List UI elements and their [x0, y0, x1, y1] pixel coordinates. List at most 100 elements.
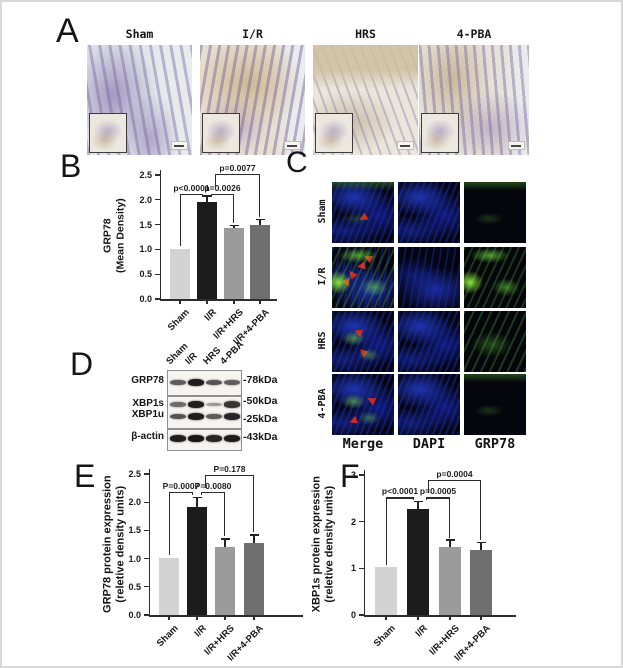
x-axis-line — [159, 299, 277, 301]
fluor-dapi-4pba — [398, 374, 460, 435]
y-tick-mark — [143, 558, 149, 560]
x-tick-mark — [417, 617, 419, 620]
y-tick-mark — [358, 567, 364, 569]
blot-band-xbp1s-HRS — [206, 402, 222, 407]
sig-bracket-bar — [211, 193, 234, 196]
y-tick-label: 2.5 — [128, 469, 141, 479]
sig-bracket-bar — [386, 497, 414, 499]
ihc-image-sham — [87, 45, 192, 155]
x-axis-line — [148, 615, 303, 617]
y-tick-label: 0.0 — [128, 610, 141, 620]
bar-sham — [159, 558, 179, 615]
ihc-image-ir — [200, 45, 305, 155]
bar-i-r-hrs — [215, 547, 235, 615]
c-row-label-4pba: 4-PBA — [317, 388, 328, 419]
y-tick-label: 1.5 — [139, 219, 152, 230]
bar-i-r-4-pba — [470, 549, 492, 615]
y-tick-mark — [154, 224, 160, 226]
fluor-merge-4pba — [332, 374, 394, 435]
bar-i-r-hrs — [439, 547, 461, 615]
error-bar-line — [233, 225, 235, 229]
c-col-label-merge: Merge — [342, 436, 384, 452]
y-tick-mark — [143, 614, 149, 616]
sig-bracket-drop — [169, 492, 171, 556]
blot-band-xbp1s-4-PBA — [224, 401, 240, 408]
blot-band-actin-HRS — [206, 435, 222, 442]
blot-band-xbp1u-Sham — [170, 413, 186, 420]
group-label-hrs: HRS — [355, 27, 376, 41]
y-tick-label: 2.0 — [128, 497, 141, 508]
sig-bracket-drop — [191, 492, 193, 496]
error-bar-cap — [413, 500, 423, 503]
y-tick-mark — [143, 473, 149, 475]
y-tick-label: 3 — [350, 470, 356, 480]
fluor-grp78-sham — [464, 182, 526, 243]
error-bar-cap — [255, 218, 265, 221]
chart-grp78-mean-density: 0.0 0.5 1.0 1.5 2.0 2.5 Sham I/R I/R+HRS I/R+4-PB… — [97, 154, 297, 349]
blot-band-actin-I/R — [188, 435, 204, 442]
ihc-image-4pba — [419, 45, 529, 155]
y-tick-label: 0.0 — [139, 294, 152, 304]
scale-bar — [284, 141, 301, 150]
p-value-label: P=0.0007 — [162, 481, 200, 492]
arrowhead-icon — [362, 252, 374, 264]
x-tick-mark — [385, 617, 387, 620]
y-tick-label: 1 — [350, 563, 356, 574]
mw-label-78: -78kDa — [243, 374, 278, 386]
blot-band-grp78-4-PBA — [224, 379, 240, 386]
blot-band-actin-Sham — [170, 435, 186, 442]
c-col-label-dapi: DAPI — [412, 436, 446, 452]
y-tick-label: 1.0 — [139, 244, 152, 255]
arrowhead-icon — [348, 415, 359, 426]
y-tick-mark — [143, 586, 149, 588]
sig-bracket-drop — [180, 193, 182, 247]
sig-bracket-drop — [201, 492, 203, 496]
sig-bracket-bar — [215, 174, 260, 176]
sig-bracket-drop — [232, 193, 234, 224]
sig-bracket-bar — [428, 479, 481, 481]
y-tick-mark — [358, 521, 364, 523]
y-tick-label: 1.5 — [128, 525, 141, 536]
y-tick-mark — [154, 273, 160, 275]
sig-bracket-drop — [205, 475, 207, 488]
group-label-sham: Sham — [125, 27, 154, 41]
p-value-label: P=0.178 — [213, 464, 246, 475]
sig-bracket-drop — [252, 475, 254, 533]
x-tick-mark — [233, 301, 235, 304]
y-tick-label: 1.0 — [128, 553, 141, 564]
error-bar-line — [196, 497, 198, 508]
sig-bracket-drop — [448, 497, 450, 538]
sig-bracket-drop — [223, 492, 225, 537]
error-bar-cap — [220, 538, 230, 540]
error-bar-line — [417, 501, 419, 509]
mw-label-43: -43kDa — [243, 431, 278, 443]
y-tick-label: 0 — [350, 610, 356, 620]
blot-band-actin-4-PBA — [224, 435, 240, 442]
p-value-label: p=0.0004 — [436, 468, 473, 479]
panel-d-letter: D — [70, 346, 94, 382]
blot-bactin — [167, 429, 242, 451]
y-tick-label: 2.0 — [139, 194, 152, 205]
p-value-label: p<0.0001 — [173, 182, 210, 193]
sig-bracket-drop — [386, 497, 388, 566]
error-bar-line — [449, 539, 451, 548]
blot-band-xbp1s-Sham — [170, 402, 186, 407]
bar-i-r-hrs — [224, 228, 244, 299]
blot-xbp1 — [167, 396, 242, 429]
bar-i-r-4-pba — [244, 543, 264, 615]
y-axis-line — [159, 170, 161, 299]
error-bar-line — [224, 538, 226, 548]
arrowhead-icon — [357, 345, 369, 358]
fluor-merge-ir — [332, 247, 394, 308]
bar-i-r — [407, 508, 429, 615]
error-bar-cap — [249, 534, 259, 536]
error-bar-cap — [445, 539, 455, 541]
y-tick-label: 0.5 — [139, 269, 152, 280]
panel-c-letter: C — [286, 146, 308, 179]
sig-bracket-bar — [426, 497, 450, 499]
blot-band-grp78-HRS — [206, 379, 222, 386]
sig-bracket-bar — [169, 492, 193, 494]
blot-grp78 — [167, 370, 242, 396]
arrowhead-icon — [340, 277, 349, 286]
